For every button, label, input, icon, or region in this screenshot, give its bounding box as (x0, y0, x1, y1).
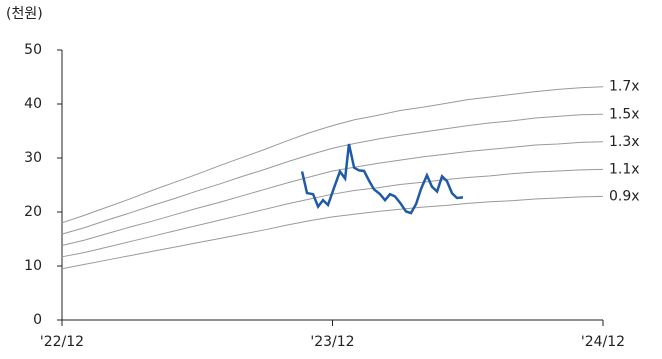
price-line (300, 143, 464, 215)
band-line (61, 113, 604, 235)
x-tick-label: '23/12 (310, 334, 354, 350)
x-tick-label: '24/12 (581, 334, 625, 350)
y-tick-label: 50 (24, 42, 42, 58)
series-label: 1.1x (609, 161, 640, 177)
x-tick-label: '22/12 (40, 334, 84, 350)
series-label: 1.3x (609, 134, 640, 150)
y-tick-label: 0 (33, 312, 42, 328)
y-tick-label: 10 (24, 258, 42, 274)
series-label: 1.5x (609, 106, 640, 122)
band-line (61, 168, 604, 258)
band-line (61, 141, 604, 246)
band-line (61, 86, 604, 224)
y-tick-label: 20 (24, 204, 42, 220)
y-tick-label: 40 (24, 96, 42, 112)
band-line (61, 195, 604, 270)
y-axis-label: (천원) (6, 6, 43, 22)
series-label: 0.9x (609, 188, 640, 204)
series-label: 1.7x (609, 79, 640, 95)
y-tick-label: 30 (24, 150, 42, 166)
